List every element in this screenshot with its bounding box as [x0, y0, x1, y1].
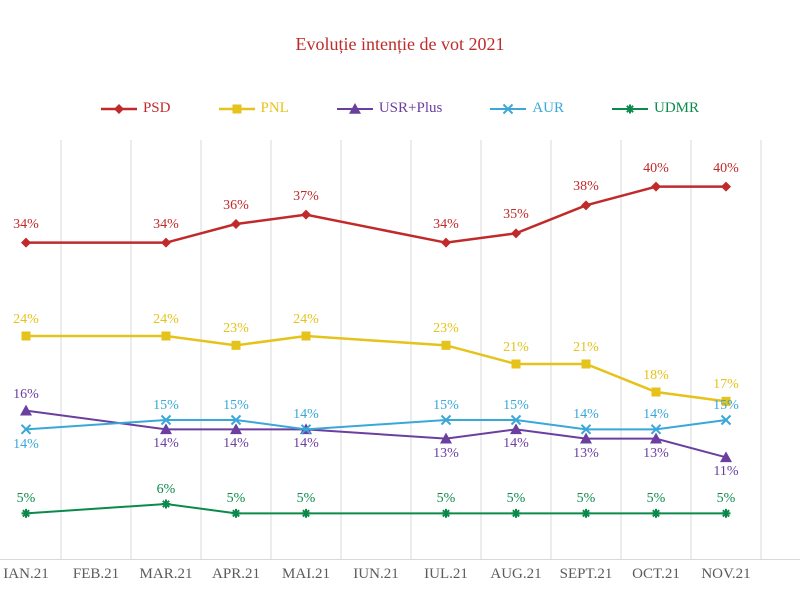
chart-title: Evoluție intenție de vot 2021 [0, 34, 800, 55]
legend-item-aur: AUR [490, 100, 564, 117]
marker-psd [161, 238, 171, 248]
marker-udmr [232, 509, 241, 518]
marker-psd [21, 238, 31, 248]
legend: PSD PNL USR+Plus AUR UDMR [0, 100, 800, 117]
x-axis-tick: MAR.21 [140, 566, 193, 583]
marker-pnl [652, 388, 661, 397]
marker-udmr [162, 500, 171, 509]
marker-psd [511, 228, 521, 238]
marker-udmr [442, 509, 451, 518]
x-axis-labels: IAN.21 FEB.21 MAR.21 APR.21 MAI.21 IUN.21 IUL.… [0, 566, 800, 596]
legend-item-pnl: PNL [219, 100, 289, 117]
marker-udmr [722, 509, 731, 518]
plot-area [0, 140, 800, 560]
legend-item-udmr: UDMR [612, 100, 699, 117]
legend-item-usr: USR+Plus [337, 100, 443, 117]
marker-psd [231, 219, 241, 229]
marker-udmr [582, 509, 591, 518]
legend-label: PSD [143, 100, 171, 117]
marker-psd [581, 200, 591, 210]
marker-udmr [652, 509, 661, 518]
marker-usr [510, 423, 522, 434]
marker-udmr [302, 509, 311, 518]
marker-pnl [442, 341, 451, 350]
marker-pnl [22, 332, 31, 341]
x-axis-tick: IUN.21 [353, 566, 398, 583]
marker-pnl [722, 397, 731, 406]
x-axis-tick: MAI.21 [282, 566, 330, 583]
marker-pnl [232, 341, 241, 350]
chart-container: Evoluție intenție de vot 2021 PSD PNL USR+… [0, 0, 800, 600]
legend-label: PNL [261, 100, 289, 117]
legend-label: USR+Plus [379, 100, 443, 117]
marker-udmr [512, 509, 521, 518]
x-axis-tick: OCT.21 [632, 566, 680, 583]
x-axis-tick: FEB.21 [73, 566, 119, 583]
marker-pnl [512, 360, 521, 369]
x-axis-tick: AUG.21 [490, 566, 541, 583]
marker-usr [20, 405, 32, 416]
x-axis-tick: APR.21 [212, 566, 260, 583]
marker-psd [651, 182, 661, 192]
marker-pnl [302, 332, 311, 341]
x-axis-tick: NOV.21 [701, 566, 750, 583]
x-axis-tick: SEPT.21 [560, 566, 613, 583]
marker-pnl [582, 360, 591, 369]
legend-label: UDMR [654, 100, 699, 117]
x-axis-tick: IUL.21 [424, 566, 468, 583]
legend-label: AUR [532, 100, 564, 117]
marker-psd [301, 210, 311, 220]
marker-psd [721, 182, 731, 192]
marker-psd [441, 238, 451, 248]
x-axis-tick: IAN.21 [3, 566, 48, 583]
marker-udmr [22, 509, 31, 518]
marker-pnl [162, 332, 171, 341]
legend-item-psd: PSD [101, 100, 171, 117]
